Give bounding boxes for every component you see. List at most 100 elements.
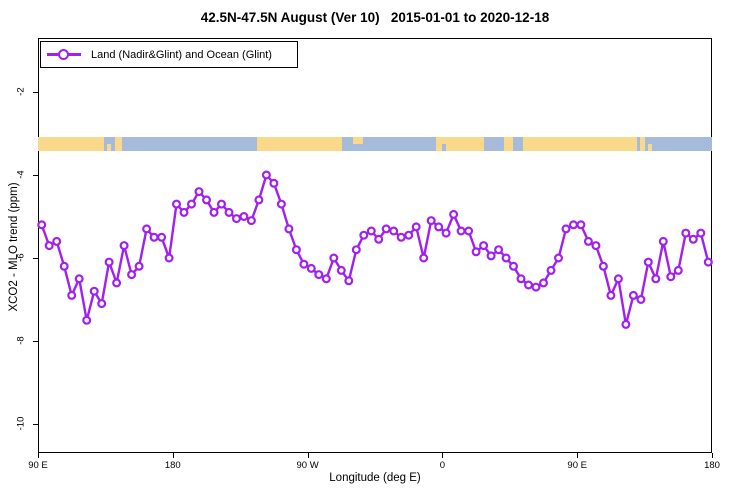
data-point-marker — [37, 220, 47, 230]
data-point-marker — [434, 222, 444, 232]
data-point-marker — [142, 224, 152, 234]
data-point-marker — [202, 195, 212, 205]
data-point-marker — [321, 274, 331, 284]
data-point-marker — [658, 236, 668, 246]
map-strip-water-segment — [442, 143, 447, 151]
data-point-marker — [389, 226, 399, 236]
data-point-marker — [538, 278, 548, 288]
data-point-marker — [628, 290, 638, 300]
data-point-marker — [344, 276, 354, 286]
data-point-marker — [426, 216, 436, 226]
data-point-marker — [696, 228, 706, 238]
data-point-marker — [621, 319, 631, 329]
y-axis-tick — [33, 258, 38, 259]
data-point-marker — [127, 270, 137, 280]
map-strip-land-segment — [38, 136, 104, 151]
data-point-marker — [194, 187, 204, 197]
data-point-marker — [688, 234, 698, 244]
data-point-marker — [187, 199, 197, 209]
data-point-marker — [299, 259, 309, 269]
data-point-marker — [134, 261, 144, 271]
data-point-marker — [419, 253, 429, 263]
data-point-marker — [359, 230, 369, 240]
data-point-marker — [291, 245, 301, 255]
x-axis-tick — [577, 453, 579, 458]
data-point-marker — [501, 253, 511, 263]
data-point-marker — [254, 195, 264, 205]
data-point-marker — [329, 253, 339, 263]
data-point-marker — [396, 232, 406, 242]
data-point-marker — [531, 282, 541, 292]
data-point-marker — [516, 274, 526, 284]
x-axis-tick-label: 90 E — [28, 460, 48, 471]
data-point-marker — [89, 286, 99, 296]
data-point-marker — [576, 220, 586, 230]
data-point-marker — [456, 226, 466, 236]
legend-swatch — [41, 42, 85, 67]
data-point-marker — [553, 253, 563, 263]
data-point-marker — [217, 199, 227, 209]
data-point-marker — [306, 263, 316, 273]
data-point-marker — [703, 257, 713, 267]
data-point-marker — [561, 224, 571, 234]
data-point-marker — [471, 247, 481, 257]
data-point-marker — [374, 234, 384, 244]
x-axis-tick-label: 0 — [439, 460, 446, 471]
data-point-marker — [149, 232, 159, 242]
data-point-marker — [261, 170, 271, 180]
data-point-marker — [546, 265, 556, 275]
map-strip-land-segment — [640, 136, 645, 151]
data-point-marker — [179, 207, 189, 217]
data-point-marker — [209, 207, 219, 217]
data-point-marker — [568, 220, 578, 230]
data-point-marker — [606, 290, 616, 300]
map-strip-land-segment — [352, 136, 364, 144]
map-strip-land-segment — [115, 136, 122, 151]
map-strip-land-segment — [256, 136, 343, 151]
data-point-marker — [523, 280, 533, 290]
data-point-marker — [351, 245, 361, 255]
data-point-marker — [598, 261, 608, 271]
y-axis-tick — [33, 92, 38, 93]
data-point-marker — [224, 207, 234, 217]
y-axis-tick — [33, 175, 38, 176]
map-strip-land-segment — [106, 143, 112, 151]
data-point-marker — [97, 299, 107, 309]
data-point-marker — [643, 257, 653, 267]
data-point-marker — [636, 295, 646, 305]
data-point-marker — [681, 228, 691, 238]
data-point-marker — [449, 209, 459, 219]
data-point-marker — [269, 178, 279, 188]
data-point-marker — [336, 265, 346, 275]
data-point-marker — [479, 241, 489, 251]
data-point-marker — [52, 236, 62, 246]
x-axis-tick-label: 90 W — [296, 460, 319, 471]
y-axis-tick — [33, 341, 38, 342]
legend-circle-marker-icon — [57, 49, 69, 60]
data-point-marker — [276, 199, 286, 209]
map-strip-land-segment — [647, 143, 653, 151]
chart-title: 42.5N-47.5N August (Ver 10) 2015-01-01 t… — [200, 10, 550, 25]
data-point-marker — [381, 224, 391, 234]
data-point-marker — [673, 265, 683, 275]
data-point-marker — [441, 228, 451, 238]
data-point-marker — [509, 261, 519, 271]
data-point-marker — [583, 236, 593, 246]
x-axis-tick — [712, 453, 713, 458]
data-point-marker — [104, 257, 114, 267]
data-point-marker — [284, 224, 294, 234]
x-axis-tick-label: 180 — [704, 460, 720, 471]
data-point-marker — [232, 214, 242, 224]
x-axis-tick-label: 90 E — [567, 460, 587, 471]
data-point-marker — [67, 290, 77, 300]
data-point-marker — [239, 212, 249, 222]
data-point-marker — [112, 278, 122, 288]
data-point-marker — [666, 272, 676, 282]
data-point-marker — [651, 274, 661, 284]
data-point-marker — [411, 222, 421, 232]
data-point-marker — [314, 270, 324, 280]
legend-label: Land (Nadir&Glint) and Ocean (Glint) — [91, 48, 272, 61]
data-point-marker — [494, 245, 504, 255]
